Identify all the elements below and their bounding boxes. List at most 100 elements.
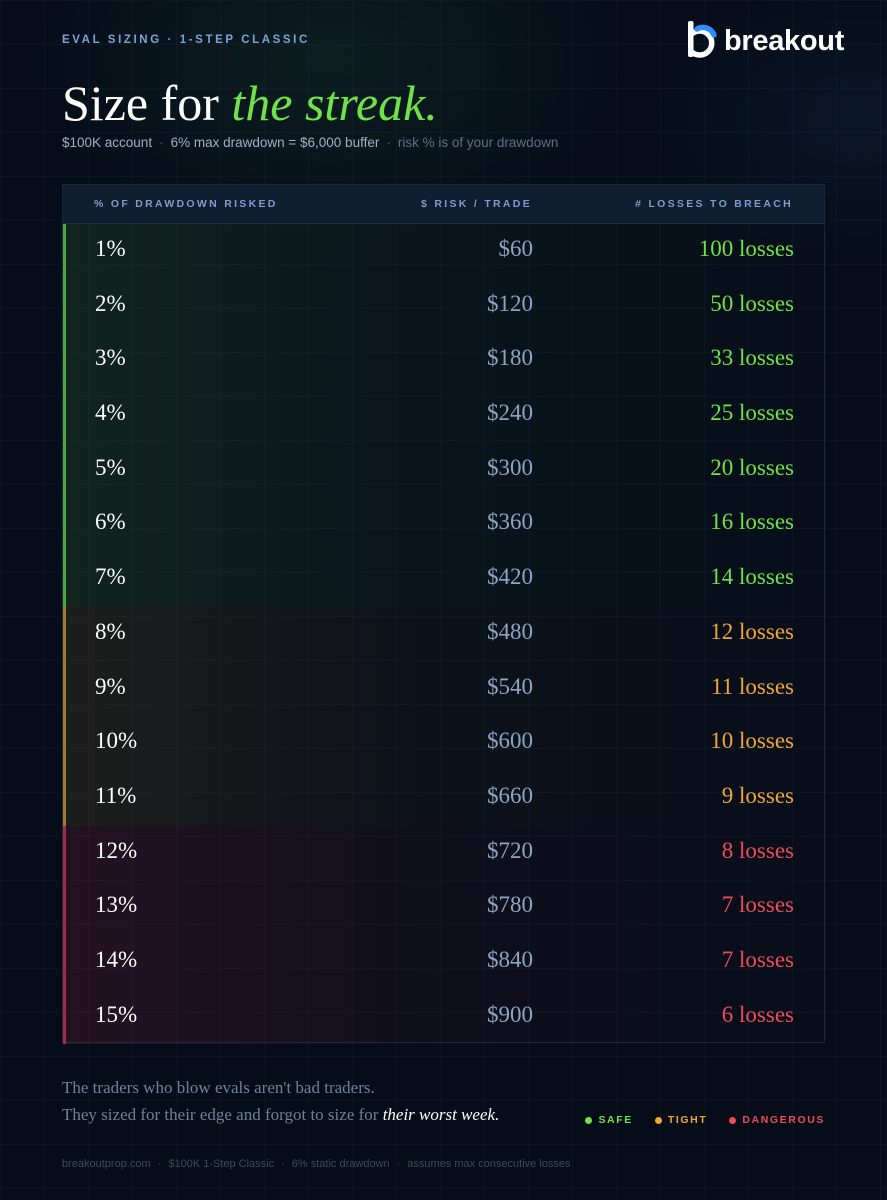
table-row: 5% $300 20 losses xyxy=(63,442,824,498)
cell-pct: 12% xyxy=(95,837,138,863)
cell-pct: 8% xyxy=(95,618,126,644)
legend-tight-label: TIGHT xyxy=(667,1114,708,1126)
cell-losses: 25 losses xyxy=(710,400,794,426)
cell-losses: 16 losses xyxy=(710,509,794,535)
subtitle-drawdown: 6% max drawdown = $6,000 buffer xyxy=(170,135,380,150)
footer: breakoutprop.com · $100K 1-Step Classic · 6%… xyxy=(62,1158,571,1170)
footer-assumption: assumes max consecutive losses xyxy=(407,1158,571,1170)
cell-losses: 8 losses xyxy=(721,837,794,863)
cell-risk: $480 xyxy=(487,618,533,644)
cell-pct: 10% xyxy=(95,728,138,754)
cell-risk: $900 xyxy=(487,1001,533,1027)
cell-losses: 9 losses xyxy=(721,782,794,808)
zone-bar xyxy=(63,770,66,826)
cell-risk: $600 xyxy=(487,728,533,754)
cell-losses: 7 losses xyxy=(721,946,794,972)
table-row: 7% $420 14 losses xyxy=(63,552,824,607)
table-row: 6% $360 16 losses xyxy=(63,497,824,553)
footer-website[interactable]: breakoutprop.com xyxy=(62,1158,151,1170)
zone-bar xyxy=(63,661,66,717)
cell-losses: 7 losses xyxy=(721,892,794,918)
table-row: 11% $660 9 losses xyxy=(63,770,824,826)
cell-losses: 10 losses xyxy=(710,728,794,754)
cell-risk: $180 xyxy=(487,345,533,371)
cell-losses: 20 losses xyxy=(710,454,794,480)
subtitle-account: $100K account xyxy=(62,135,153,150)
brand-logo[interactable]: breakout xyxy=(686,21,844,61)
cell-risk: $660 xyxy=(487,782,533,808)
table-row: 4% $240 25 losses xyxy=(63,388,824,443)
breakout-logo-icon xyxy=(688,21,717,58)
legend-safe-label: SAFE xyxy=(598,1114,633,1126)
cell-pct: 3% xyxy=(95,345,126,371)
quote-line-2-text: They sized for their edge and forgot to … xyxy=(62,1105,383,1124)
cell-pct: 7% xyxy=(95,564,126,590)
cell-pct: 1% xyxy=(95,236,126,261)
table-row: 2% $120 50 losses xyxy=(63,278,824,334)
separator-dot: · xyxy=(386,135,391,150)
cell-risk: $300 xyxy=(487,454,533,480)
legend-dangerous: DANGEROUS xyxy=(729,1114,825,1126)
footer-drawdown: 6% static drawdown xyxy=(291,1158,390,1170)
cell-pct: 13% xyxy=(95,892,138,918)
cell-pct: 9% xyxy=(95,673,126,699)
zone-bar xyxy=(63,388,66,443)
tight-dot-icon xyxy=(654,1116,662,1124)
zone-bar xyxy=(63,716,66,771)
cell-losses: 50 losses xyxy=(710,290,794,316)
brand-name: breakout xyxy=(724,24,845,57)
cell-losses: 11 losses xyxy=(711,673,794,699)
cell-pct: 2% xyxy=(95,290,126,316)
sizing-table: % OF DRAWDOWN RISKED $ RISK / TRADE # LO… xyxy=(62,184,825,1045)
separator-dot: · xyxy=(159,135,164,150)
table-row: 8% $480 12 losses xyxy=(63,606,824,662)
table-row: 12% $720 8 losses xyxy=(63,825,824,881)
cell-risk: $360 xyxy=(487,509,533,535)
title-accent: the streak. xyxy=(231,75,438,131)
safe-dot-icon xyxy=(585,1116,593,1124)
separator-dot: · xyxy=(281,1158,285,1170)
table-row: 13% $780 7 losses xyxy=(63,880,824,935)
zone-legend: SAFE TIGHT DANGEROUS xyxy=(585,1114,825,1126)
zone-bar xyxy=(63,934,66,990)
subtitle-note: risk % is of your drawdown xyxy=(397,135,559,150)
separator-dot: · xyxy=(396,1158,401,1170)
table-row: 3% $180 33 losses xyxy=(63,333,824,389)
cell-risk: $540 xyxy=(487,673,533,699)
legend-tight: TIGHT xyxy=(654,1114,708,1126)
zone-bar xyxy=(63,825,66,881)
cell-risk: $60 xyxy=(498,236,534,261)
zone-bar xyxy=(63,333,66,389)
quote-emphasis: their worst week. xyxy=(382,1105,500,1124)
zone-bar xyxy=(63,278,66,334)
cell-risk: $420 xyxy=(487,564,533,590)
cell-risk: $780 xyxy=(487,892,533,918)
zone-bar xyxy=(63,989,66,1045)
table-body: 1% $60 100 losses 2% $120 50 losses 3% $180 33 l… xyxy=(63,224,824,1045)
table-row: 14% $840 7 losses xyxy=(63,934,824,990)
cell-pct: 14% xyxy=(95,946,138,972)
cell-pct: 5% xyxy=(95,454,126,480)
quote-line-2: They sized for their edge and forgot to … xyxy=(62,1101,499,1128)
cell-pct: 4% xyxy=(95,400,126,426)
column-header-risk: $ RISK / TRADE xyxy=(421,198,532,210)
cell-risk: $240 xyxy=(487,400,533,426)
table-row: 1% $60 100 losses xyxy=(63,224,824,279)
legend-danger-label: DANGEROUS xyxy=(742,1114,825,1126)
page-title: Size for the streak. xyxy=(62,74,438,132)
zone-bar xyxy=(63,552,66,607)
zone-bar xyxy=(63,224,66,279)
column-header-losses: # LOSSES TO BREACH xyxy=(635,198,793,210)
cell-pct: 15% xyxy=(95,1001,138,1027)
cell-pct: 6% xyxy=(95,509,126,535)
footer-plan: $100K 1-Step Classic xyxy=(168,1158,275,1170)
cell-risk: $120 xyxy=(487,290,533,316)
cell-losses: 6 losses xyxy=(721,1001,794,1027)
cell-risk: $720 xyxy=(487,837,533,863)
title-main: Size for xyxy=(62,75,232,131)
table-row: 9% $540 11 losses xyxy=(63,661,824,717)
quote-line-1: The traders who blow evals aren't bad tr… xyxy=(62,1078,375,1097)
subtitle: $100K account · 6% max drawdown = $6,000 b… xyxy=(62,135,558,150)
legend-safe: SAFE xyxy=(585,1114,632,1126)
cell-losses: 33 losses xyxy=(710,345,794,371)
